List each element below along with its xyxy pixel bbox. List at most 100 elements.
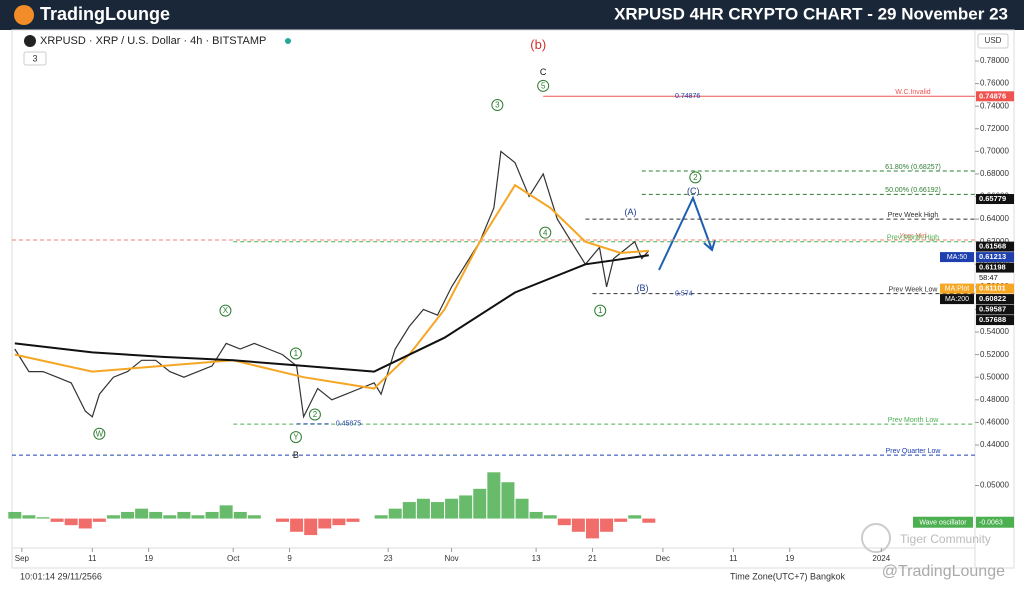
oscillator-bar	[318, 518, 332, 529]
wave-label: (A)	[625, 207, 637, 217]
community-logo	[861, 523, 891, 553]
indicator-toggle[interactable]	[23, 51, 47, 66]
y-tick-label: 0.76000	[980, 79, 1009, 88]
wave-label: 1	[294, 349, 299, 358]
price-tag-name: MA:50	[947, 254, 967, 261]
oscillator-bar	[163, 515, 177, 519]
oscillator-bar	[64, 518, 78, 526]
oscillator-bar	[219, 505, 233, 519]
currency-box	[977, 33, 1009, 49]
y-tick-label: 0.62000	[980, 237, 1009, 246]
level-label: 61.80% (0.68257)	[885, 164, 941, 171]
level-label: W.C.Invalid	[895, 89, 931, 96]
oscillator-bar	[459, 495, 473, 519]
x-tick-label: Sep	[15, 554, 30, 563]
price-tag-name-box	[940, 252, 974, 263]
oscillator-bar	[543, 515, 557, 519]
oscillator-bar	[515, 498, 529, 519]
chart-frame	[11, 29, 1015, 569]
y-tick-label: 0.64000	[980, 214, 1009, 223]
oscillator-bar	[487, 472, 501, 519]
price-line	[14, 183, 649, 390]
wave-label: 2	[693, 173, 698, 182]
oscillator-bar	[332, 518, 346, 526]
price-tag	[976, 91, 1014, 102]
price-tag-label: 0.57688	[979, 315, 1006, 324]
oscillator-bar	[247, 515, 261, 519]
wave-label: X	[223, 306, 229, 315]
wave-label: 4	[543, 228, 548, 237]
oscillator-bar	[430, 502, 444, 519]
wave-circle	[289, 347, 302, 360]
x-tick-label: 23	[384, 554, 393, 563]
oscillator-bar	[149, 511, 163, 519]
oscillator-bar	[8, 511, 22, 519]
countdown: 58:47	[979, 273, 998, 282]
price-tag-label: 0.61568	[979, 242, 1006, 251]
price-line	[14, 150, 650, 419]
osc-value-tag	[976, 516, 1014, 528]
wave-circle	[689, 171, 702, 184]
wave-circle	[219, 304, 232, 317]
y-tick-label: 0.48000	[980, 395, 1009, 404]
x-tick-label: Nov	[444, 554, 458, 563]
wave-circle	[539, 226, 552, 239]
oscillator-bar	[22, 515, 36, 519]
x-tick-label: 2024	[872, 554, 890, 563]
oscillator-bar	[374, 515, 388, 519]
x-tick-label: 9	[287, 554, 292, 563]
oscillator-bar	[557, 518, 571, 526]
level-value: 0.574	[675, 291, 693, 298]
price-tag-label: 0.61213	[979, 252, 1006, 261]
level-label: Year Mid	[899, 233, 926, 240]
oscillator-bar	[571, 518, 585, 532]
oscillator-bar	[191, 515, 205, 519]
oscillator-bar	[600, 518, 614, 532]
oscillator-bar	[205, 511, 219, 519]
oscillator-bar	[402, 502, 416, 519]
wave-label: 2	[313, 410, 318, 419]
oscillator-bar	[276, 518, 290, 522]
y-tick-label: 0.74000	[980, 101, 1009, 110]
price-tag	[976, 283, 1014, 294]
wave-label: 3	[495, 101, 500, 110]
price-tag-label: 0.59587	[979, 305, 1006, 314]
price-tag-label: 0.61198	[979, 263, 1006, 272]
currency: USD	[985, 36, 1002, 45]
wave-circle	[594, 304, 607, 317]
osc-tick-label: 0.05000	[980, 481, 1009, 490]
price-tag-name-box	[940, 294, 974, 305]
price-tag	[976, 304, 1014, 315]
wave-label: 1	[598, 306, 603, 315]
footer-time: 10:01:14 29/11/2566	[20, 571, 102, 581]
oscillator-bar	[50, 518, 64, 522]
oscillator-bar	[346, 518, 360, 522]
level-label: Prev Month High	[887, 235, 939, 242]
y-tick-label: 0.50000	[980, 372, 1009, 381]
oscillator-bar	[628, 515, 642, 519]
level-value: 0.74876	[675, 93, 700, 100]
price-tag	[976, 262, 1014, 273]
oscillator-bar	[529, 511, 543, 519]
oscillator-bar	[585, 518, 599, 539]
price-tag-label: 0.61101	[979, 284, 1006, 293]
wave-label: W	[96, 429, 104, 438]
price-tag-label: 0.60822	[979, 294, 1006, 303]
oscillator-bar	[78, 518, 92, 529]
x-tick-label: 11	[729, 554, 738, 563]
oscillator-bar	[473, 488, 487, 519]
y-tick-label: 0.44000	[980, 440, 1009, 449]
brand: TradingLounge	[40, 4, 170, 24]
level-label: Prev Week High	[888, 212, 939, 219]
price-tag-name-box	[940, 283, 974, 294]
level-value: 0.45875	[336, 421, 361, 428]
arrow-head	[703, 239, 716, 252]
oscillator-bar	[233, 511, 247, 519]
y-tick-label: 0.72000	[980, 124, 1009, 133]
level-label: Prev Month Low	[888, 417, 940, 424]
oscillator-bar	[501, 482, 515, 519]
price-line	[14, 254, 649, 373]
oscillator-bar	[416, 498, 430, 519]
level-label: Prev Week Low	[889, 287, 939, 294]
oscillator-bar	[135, 508, 149, 519]
